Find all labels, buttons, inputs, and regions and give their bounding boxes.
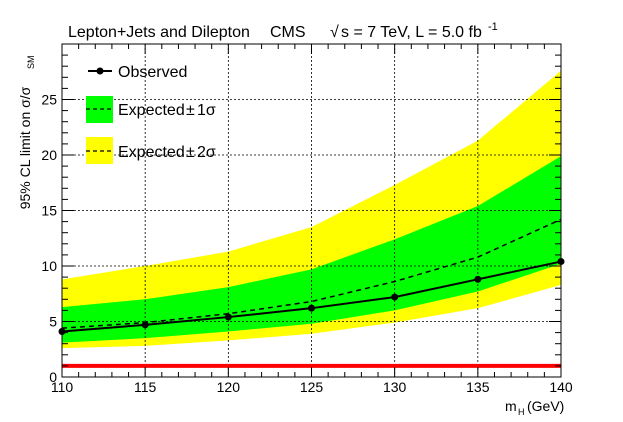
x-axis-label-unit: (GeV) (527, 398, 564, 414)
x-tick-label-120: 120 (217, 379, 241, 395)
band-1sigma (62, 156, 561, 343)
legend-2sigma-label: Expected (118, 144, 185, 161)
legend-1sigma-suffix: 1σ (197, 102, 216, 119)
y-tick-label-5: 5 (49, 314, 57, 330)
y-tick-label-10: 10 (41, 258, 57, 274)
lines-layer (58, 218, 565, 368)
chart-title-left: Lepton+Jets and Dilepton (68, 24, 250, 41)
y-tick-label-25: 25 (41, 92, 57, 108)
lumi-exponent: -1 (488, 21, 498, 33)
axes-layer: 110 115 120 125 130 135 140 0 5 10 15 20 25 (41, 43, 573, 395)
y-axis-label: 95% CL limit on σ/σ (17, 86, 33, 209)
y-axis-label-sub: SM (26, 56, 36, 70)
bands-layer (62, 70, 561, 349)
legend-observed-label: Observed (118, 64, 187, 81)
observed-point-115 (141, 321, 149, 329)
y-tick-label-0: 0 (49, 369, 57, 385)
legend-1sigma-label: Expected (118, 102, 185, 119)
legend: Observed Expected ± 1σ Expected ± 2σ (86, 64, 216, 164)
legend-observed-marker (96, 67, 104, 75)
legend-2sigma-pm: ± (186, 144, 195, 161)
x-tick-label-140: 140 (549, 379, 573, 395)
legend-1sigma-pm: ± (186, 102, 195, 119)
sqrt-symbol: √ (330, 24, 339, 41)
y-tick-label-20: 20 (41, 147, 57, 163)
chart-title-experiment: CMS (270, 24, 306, 41)
x-tick-label-130: 130 (383, 379, 407, 395)
observed-point-125 (308, 304, 315, 312)
observed-point-135 (474, 275, 482, 283)
legend-2sigma-suffix: 2σ (197, 144, 216, 161)
observed-point-120 (224, 313, 232, 321)
x-tick-label-110: 110 (51, 379, 74, 395)
x-axis-label: m (505, 398, 517, 414)
y-tick-label-15: 15 (41, 203, 57, 219)
chart-title-energy: s = 7 TeV, L = 5.0 fb (341, 24, 482, 41)
x-axis-label-sub: H (518, 407, 525, 417)
x-tick-label-125: 125 (300, 379, 324, 395)
x-tick-label-115: 115 (134, 379, 157, 395)
x-tick-label-135: 135 (466, 379, 490, 395)
observed-point-130 (391, 293, 399, 301)
